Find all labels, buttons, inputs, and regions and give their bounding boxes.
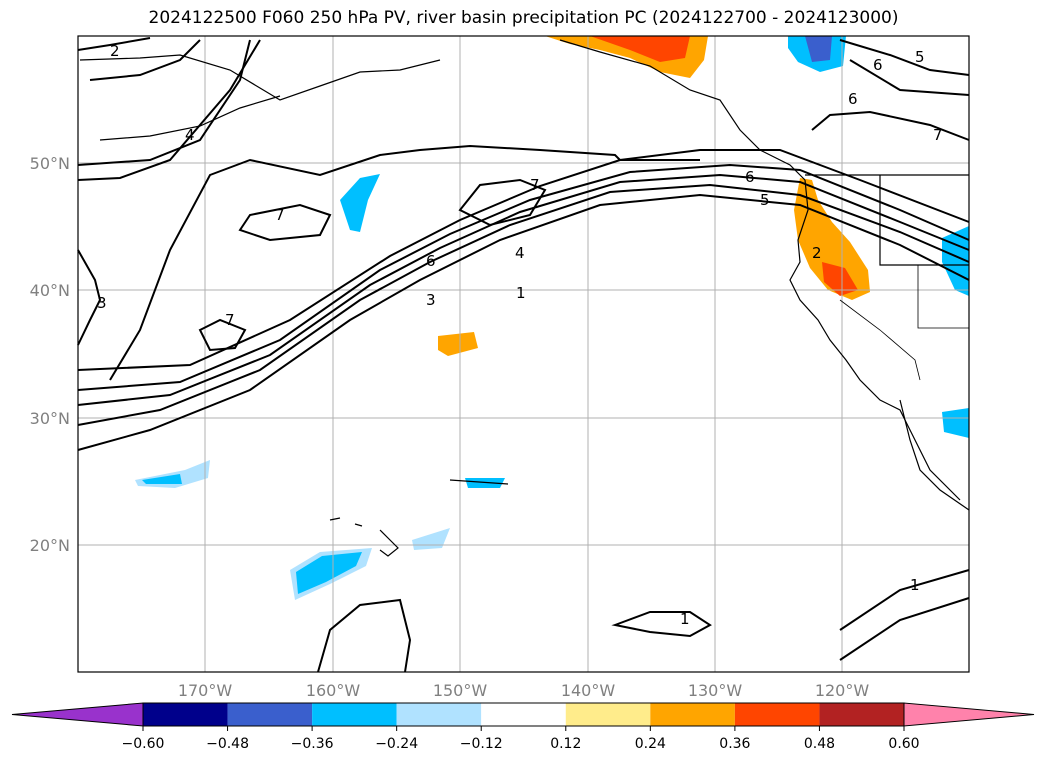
precip-positive-alaska-core — [590, 36, 690, 62]
colorbar-segment — [396, 703, 482, 726]
svg-text:150°W: 150°W — [433, 681, 488, 700]
colorbar — [11, 702, 1035, 727]
precip-negative-hawaii-core — [296, 552, 362, 594]
precip-negative-idaho — [942, 226, 969, 296]
contour-labels: 1 1 1 2 2 3 3 4 4 5 5 6 6 6 6 7 7 7 7 — [97, 42, 943, 628]
svg-text:7: 7 — [933, 126, 943, 144]
precip-positive-westcoast — [794, 178, 870, 300]
colorbar-tick-label: 0.12 — [550, 736, 581, 752]
precip-negative-baja — [942, 408, 969, 438]
precip-positive-westcoast-core — [822, 262, 858, 296]
svg-text:4: 4 — [515, 244, 525, 262]
svg-text:1: 1 — [910, 576, 920, 594]
colorbar-tick-label: −0.12 — [460, 736, 503, 752]
svg-text:2: 2 — [812, 244, 822, 262]
svg-text:30°N: 30°N — [30, 409, 70, 428]
svg-text:20°N: 20°N — [30, 536, 70, 555]
svg-text:7: 7 — [530, 176, 540, 194]
longitude-labels: 170°W 160°W 150°W 140°W 130°W 120°W — [178, 681, 870, 700]
colorbar-tick-label: 0.48 — [804, 736, 835, 752]
colorbar-segment — [227, 703, 313, 726]
svg-text:170°W: 170°W — [178, 681, 233, 700]
precip-negative-gulf-core — [805, 36, 832, 62]
colorbar-segment — [143, 703, 228, 726]
colorbar-tick-label: −0.60 — [122, 736, 165, 752]
svg-text:7: 7 — [275, 206, 285, 224]
svg-text:3: 3 — [426, 291, 436, 309]
svg-text:6: 6 — [426, 252, 436, 270]
svg-text:4: 4 — [185, 126, 195, 144]
colorbar-tick-label: −0.36 — [291, 736, 334, 752]
svg-text:160°W: 160°W — [306, 681, 361, 700]
svg-text:5: 5 — [915, 48, 925, 66]
figure-title: 2024122500 F060 250 hPa PV, river basin … — [148, 8, 899, 28]
svg-text:50°N: 50°N — [30, 154, 70, 173]
colorbar-segment — [481, 703, 566, 726]
precip-shading — [135, 36, 969, 600]
colorbar-extend-low — [11, 702, 144, 727]
map-border — [77, 35, 970, 673]
colorbar-ticks: −0.60 −0.48 −0.36 −0.24 −0.12 0.12 0.24 0.36 0.4… — [122, 726, 920, 752]
pv-contours — [77, 37, 970, 673]
precip-negative-48n — [340, 174, 380, 232]
svg-text:6: 6 — [873, 56, 883, 74]
svg-text:40°N: 40°N — [30, 281, 70, 300]
svg-text:1: 1 — [680, 610, 690, 628]
svg-text:1: 1 — [516, 284, 526, 302]
colorbar-segment — [312, 703, 397, 726]
svg-text:140°W: 140°W — [561, 681, 616, 700]
gridlines — [78, 36, 969, 672]
colorbar-segment — [734, 703, 820, 726]
colorbar-tick-label: −0.48 — [206, 736, 249, 752]
colorbar-segment — [565, 703, 651, 726]
precip-positive-midpacific — [438, 332, 478, 356]
svg-text:7: 7 — [225, 311, 235, 329]
colorbar-tick-label: 0.60 — [888, 736, 919, 752]
svg-text:120°W: 120°W — [815, 681, 870, 700]
colorbar-tick-label: −0.24 — [375, 736, 418, 752]
svg-text:6: 6 — [745, 168, 755, 186]
colorbar-tick-label: 0.24 — [635, 736, 666, 752]
svg-text:130°W: 130°W — [688, 681, 743, 700]
colorbar-segment — [819, 703, 904, 726]
colorbar-segment — [650, 703, 735, 726]
svg-text:2: 2 — [110, 42, 120, 60]
colorbar-outline — [142, 702, 905, 727]
latitude-labels: 50°N 40°N 30°N 20°N — [30, 154, 70, 555]
svg-text:3: 3 — [97, 294, 107, 312]
svg-text:5: 5 — [760, 191, 770, 209]
map-background — [78, 36, 969, 672]
svg-text:6: 6 — [848, 90, 858, 108]
precip-negative-26n-core — [142, 474, 182, 484]
colorbar-extend-high — [903, 702, 1035, 727]
colorbar-tick-label: 0.36 — [719, 736, 750, 752]
